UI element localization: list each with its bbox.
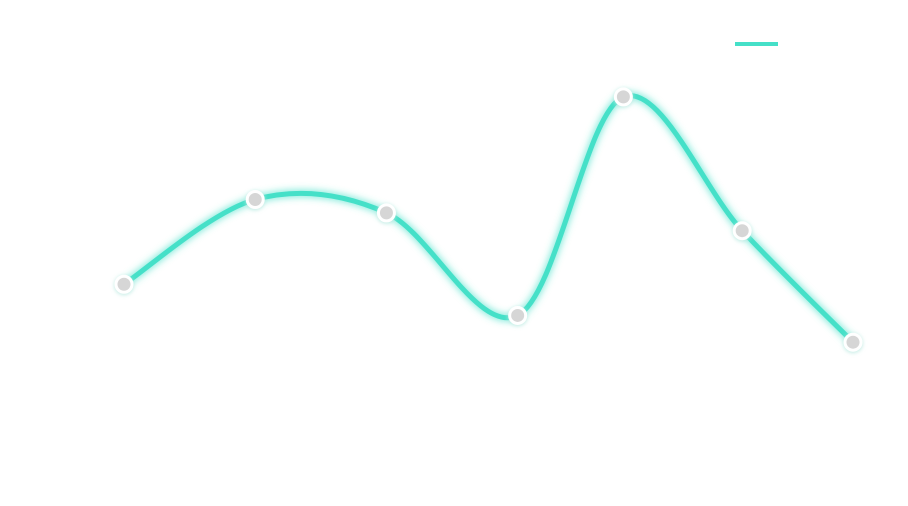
series-layer <box>121 93 856 345</box>
data-point-4[interactable] <box>508 305 528 325</box>
points-layer <box>114 87 863 352</box>
data-point-6[interactable] <box>732 221 752 241</box>
data-point-5[interactable] <box>613 87 633 107</box>
data-point-2[interactable] <box>245 189 265 209</box>
series-line-1 <box>121 93 856 345</box>
data-point-1[interactable] <box>114 274 134 294</box>
data-point-7[interactable] <box>843 332 863 352</box>
data-point-3[interactable] <box>376 203 396 223</box>
